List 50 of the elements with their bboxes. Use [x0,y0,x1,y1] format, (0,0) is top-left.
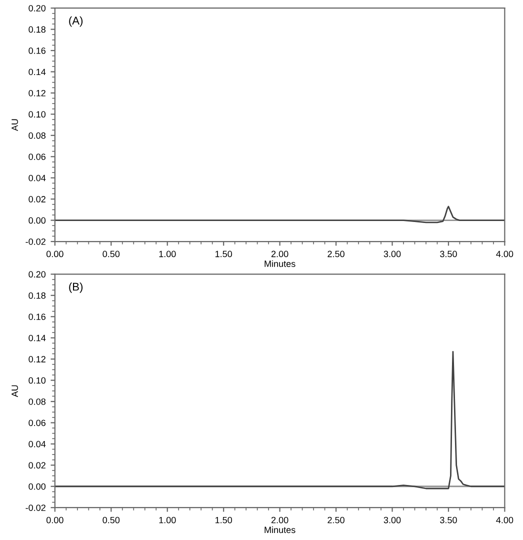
x-tick-label: 0.50 [102,516,120,524]
y-tick-label: 0.20 [28,5,46,12]
x-tick-label: 2.50 [328,250,344,258]
y-tick-label: -0.02 [26,238,46,245]
y-tick-label: -0.02 [26,504,46,511]
y-tick-label: 0.18 [28,26,46,33]
y-tick-label: 0.10 [28,377,46,384]
x-tick-label: 3.50 [440,250,457,258]
y-tick-label: 0.06 [28,420,46,426]
y-tick-label: 0.14 [28,68,46,76]
y-tick-label: 0.02 [28,196,46,202]
y-tick-label: 0.04 [28,440,46,448]
x-tick-label: 0.00 [46,516,64,524]
x-tick-label: 4.00 [496,250,514,258]
x-tick-label: 1.00 [159,250,176,258]
x-tick-label: 3.00 [384,250,401,258]
y-tick-label: 0.16 [28,48,46,54]
x-axis-title: Minutes [264,526,296,534]
y-tick-label: 0.08 [28,132,46,139]
line-series [54,350,505,490]
y-tick-label: 0.04 [28,174,46,182]
y-tick-label: 0.16 [28,314,46,320]
y-tick-label: 0.12 [28,90,46,96]
y-axis-title: AU [12,385,18,398]
x-tick-label: 4.00 [496,516,514,524]
x-tick-label: 1.50 [215,516,232,524]
y-axis-title: AU [12,119,18,132]
y-tick-label: 0.06 [28,154,46,160]
line-series [54,206,505,224]
x-tick-label: 1.00 [159,516,176,524]
x-tick-label: 3.50 [440,516,457,524]
x-tick-label: 2.00 [271,516,288,524]
x-tick-label: 2.50 [328,516,344,524]
x-tick-label: 1.50 [215,250,232,258]
x-tick-label: 3.00 [384,516,401,524]
annotation: (A) [69,16,83,27]
x-tick-label: 0.50 [102,250,120,258]
y-tick-label: 0.10 [28,111,46,118]
x-tick-label: 2.00 [271,250,288,258]
y-tick-label: 0.14 [28,334,46,342]
annotation: (B) [69,282,83,293]
y-tick-label: 0.08 [28,398,46,405]
y-tick-label: 0.18 [28,292,46,299]
y-tick-label: 0.12 [28,356,46,362]
x-tick-label: 0.00 [46,250,64,258]
y-tick-label: 0.02 [28,462,46,469]
y-tick-label: 0.00 [28,483,46,490]
x-axis-title: Minutes [264,260,296,267]
y-tick-label: 0.00 [28,217,46,224]
y-tick-label: 0.20 [28,271,46,278]
